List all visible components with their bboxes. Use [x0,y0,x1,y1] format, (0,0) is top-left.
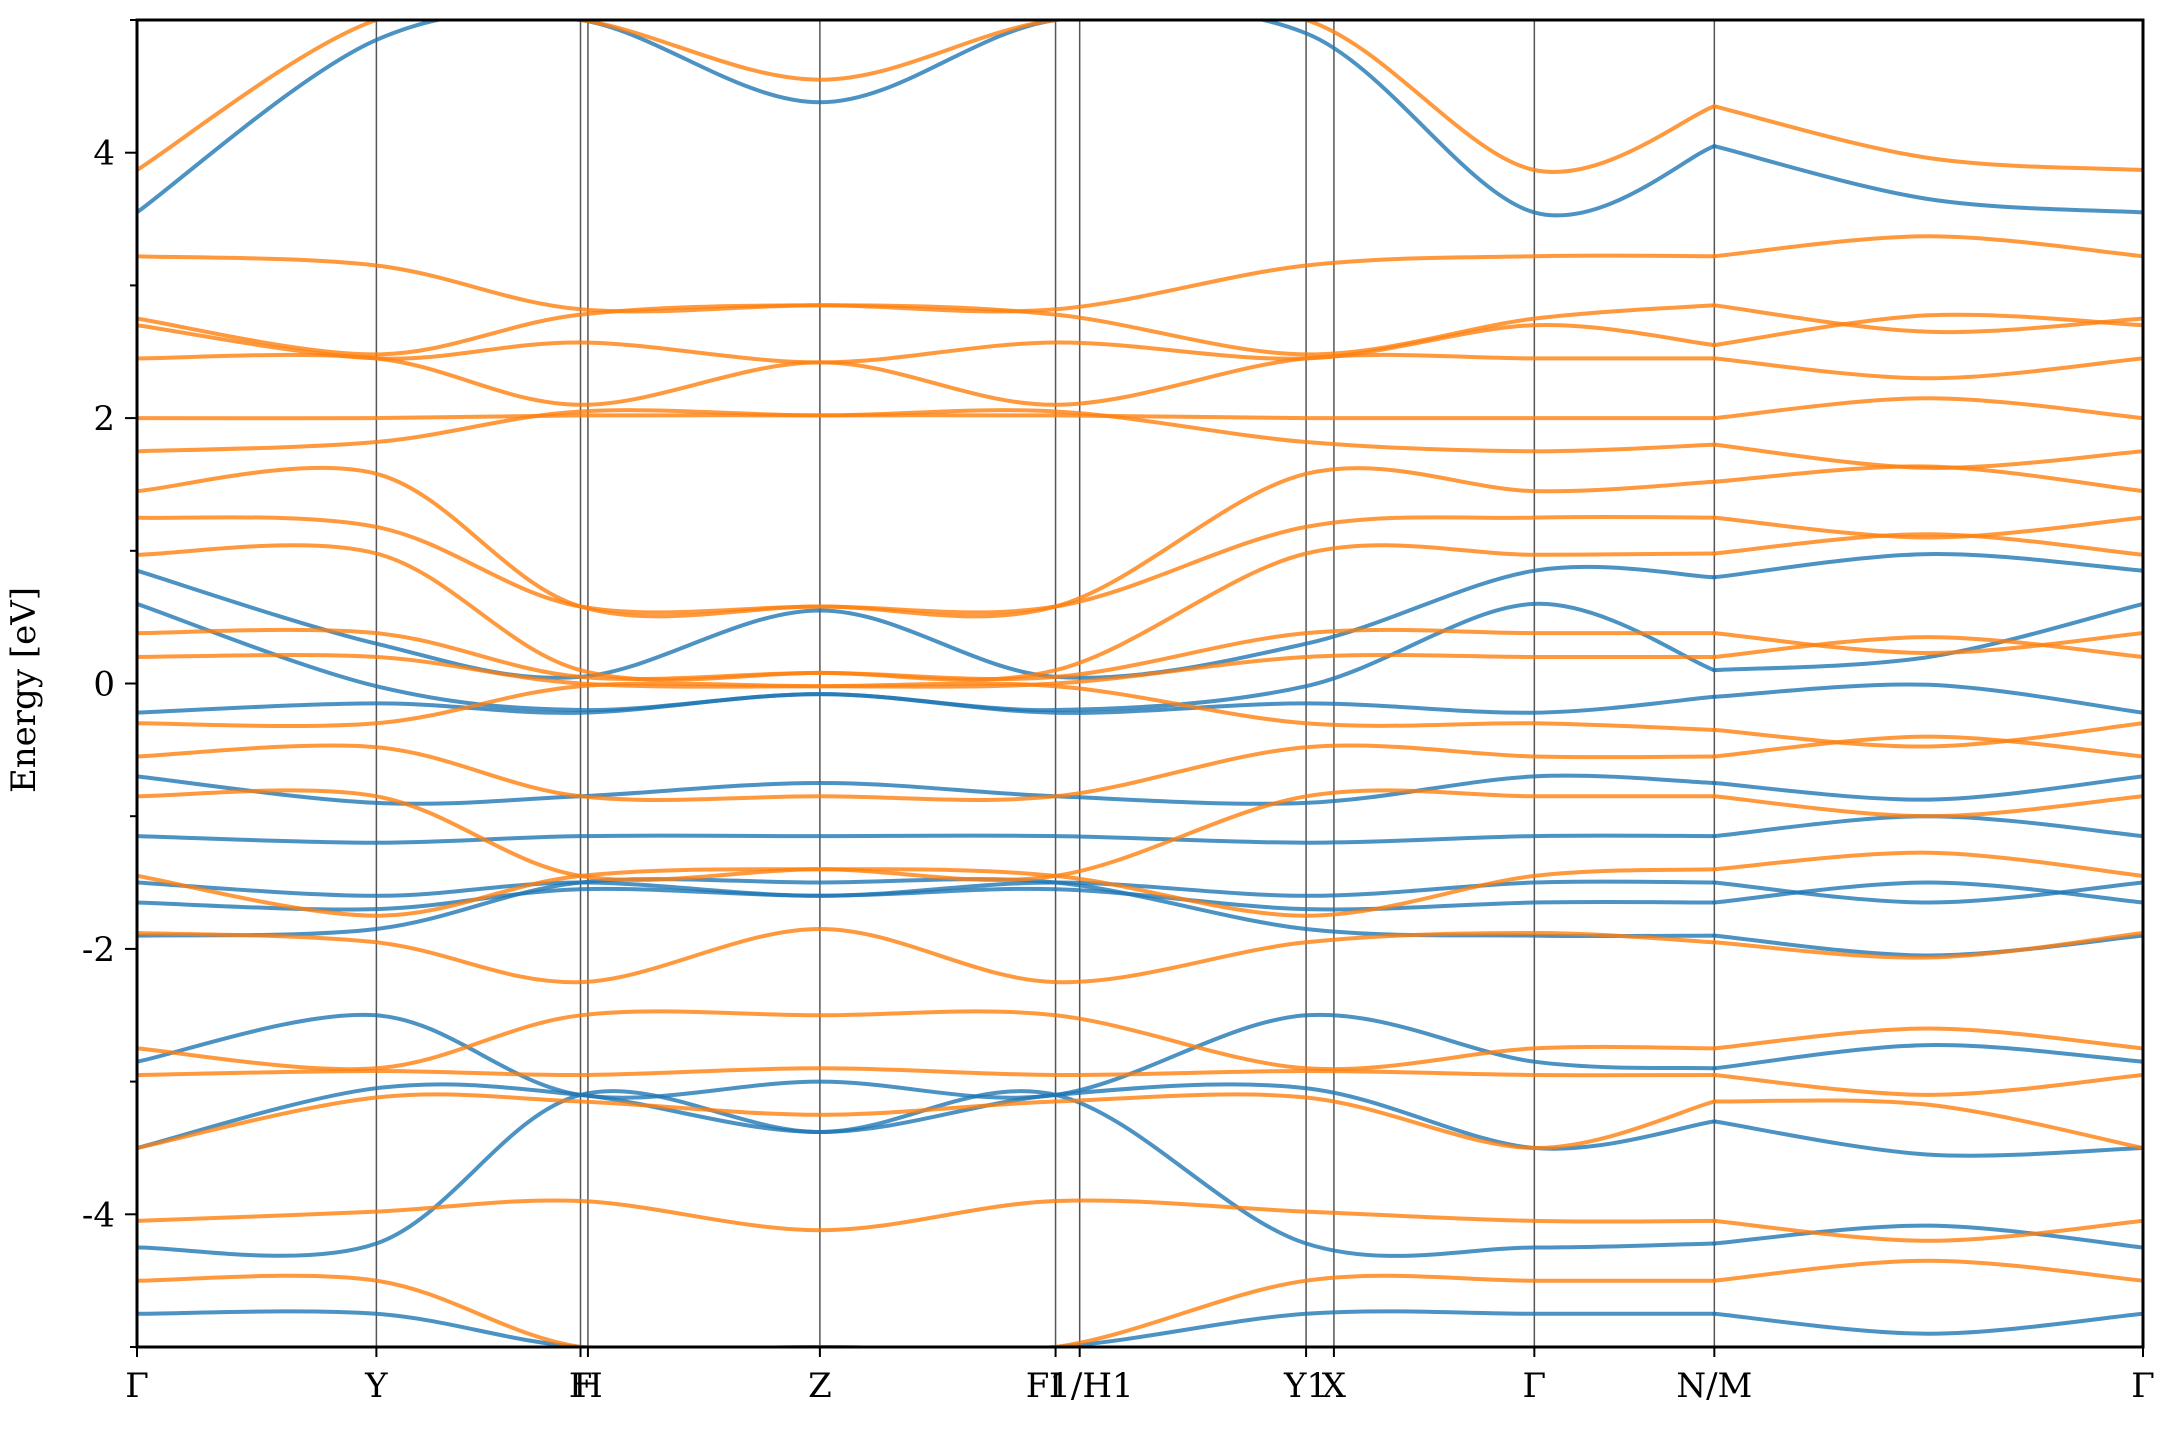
x-tick-label: I [1049,1366,1062,1406]
spin-up-band-line [137,564,1717,680]
spin-down-band-line [1712,396,2143,421]
spin-down-band-line [137,1066,1717,1078]
x-tick-label: F1/H1 [1026,1366,1134,1406]
x-tick-label: Γ [1523,1366,1547,1406]
spin-up-band-line [1712,774,2143,802]
spin-down-band-line [137,303,1717,357]
spin-down-band-line [137,1198,1717,1233]
spin-up-band-line [137,1082,1717,1151]
spin-down-band-line [137,352,1717,407]
spin-up-band-line [137,692,1717,715]
x-tick-label: H [573,1366,603,1406]
spin-down-band-line [137,408,1717,454]
spin-down-band-line [137,1092,1717,1151]
x-tick-label: Y [364,1366,388,1406]
x-tick-label: Γ [2131,1366,2155,1406]
spin-up-band-line [137,877,1717,939]
spin-up-band-line [137,1089,1717,1258]
spin-down-band-line [1712,931,2143,960]
spin-up-band-line [1712,601,2143,673]
spin-down-band-line [1712,1026,2143,1051]
spin-up-band-line [137,886,1717,912]
spin-down-band-line [1712,442,2143,470]
spin-down-band-line [1712,1073,2143,1097]
spin-down-band-line [137,413,1717,421]
spin-up-band-line [1712,1119,2143,1158]
spin-down-band-line [137,867,1717,918]
spin-down-band-line [137,743,1717,802]
x-tick-label: Y1 [1283,1366,1328,1406]
spin-down-band-line [137,788,1717,883]
y-tick-label: 2 [93,399,115,439]
spin-down-band-line [137,514,1717,615]
spin-down-band-line [137,1273,1717,1347]
spin-up-band-line [1712,1043,2143,1071]
spin-down-band-line [1712,312,2143,348]
spin-up-band-line [1712,144,2143,215]
spin-down-band-line [137,681,1717,732]
band-lines [137,20,2143,1347]
x-axis: Γ Y FH Z IF1/H1 Y1X Γ N/M Γ [125,1347,2155,1406]
spin-down-band-line [1712,356,2143,381]
spin-down-band-line [137,20,1717,174]
y-axis: -4 -2 0 2 4 [82,19,137,1348]
spin-down-band-line [137,465,1717,619]
spin-down-band-line [137,253,1717,314]
spin-down-band-line [137,627,1717,682]
x-tick-label: Z [808,1366,832,1406]
spin-up-band-line [137,773,1717,806]
spin-up-band-line [1712,682,2143,715]
spin-down-band-line [1712,234,2143,259]
y-tick-label: -4 [82,1195,115,1235]
spin-up-band-line [137,1012,1717,1100]
spin-down-band-line [1712,1098,2143,1150]
x-tick-label: F [569,1366,593,1406]
spin-down-band-line [137,653,1717,689]
spin-up-band-line [137,1309,1717,1347]
spin-up-band-line [1712,1223,2143,1250]
spin-up-band-line [1712,880,2143,905]
spin-up-band-line [1712,1311,2143,1336]
x-tick-label: Γ [125,1366,149,1406]
spin-up-band-line [1712,933,2143,958]
spin-down-band-line [137,926,1717,985]
spin-down-band-line [1712,631,2143,656]
spin-up-band-line [137,833,1717,845]
spin-up-band-line [1712,552,2143,580]
y-tick-label: -2 [82,930,115,970]
spin-down-band-line [1712,721,2143,749]
y-tick-label: 0 [93,665,115,705]
spin-up-band-line [1712,880,2143,905]
y-tick-label: 4 [93,134,115,174]
spin-down-band-line [1712,464,2143,494]
spin-up-band-line [137,20,1717,218]
spin-down-band-line [1712,635,2143,659]
y-axis-label: Energy [eV] [4,587,44,793]
spin-down-band-line [1712,734,2143,759]
spin-down-band-line [1712,794,2143,819]
x-tick-label: X [1322,1366,1347,1406]
spin-down-band-line [1712,532,2143,557]
spin-down-band-line [137,323,1717,365]
spin-down-band-line [1712,515,2143,540]
plot-frame [135,18,2145,1349]
x-tick-label: N/M [1676,1366,1752,1406]
spin-down-band-line [1712,104,2143,172]
spin-up-band-line [1712,814,2143,839]
spin-down-band-line [1712,1258,2143,1283]
spin-down-band-line [137,1009,1717,1072]
spin-down-band-line [1712,1218,2143,1243]
spin-down-band-line [1712,850,2143,878]
